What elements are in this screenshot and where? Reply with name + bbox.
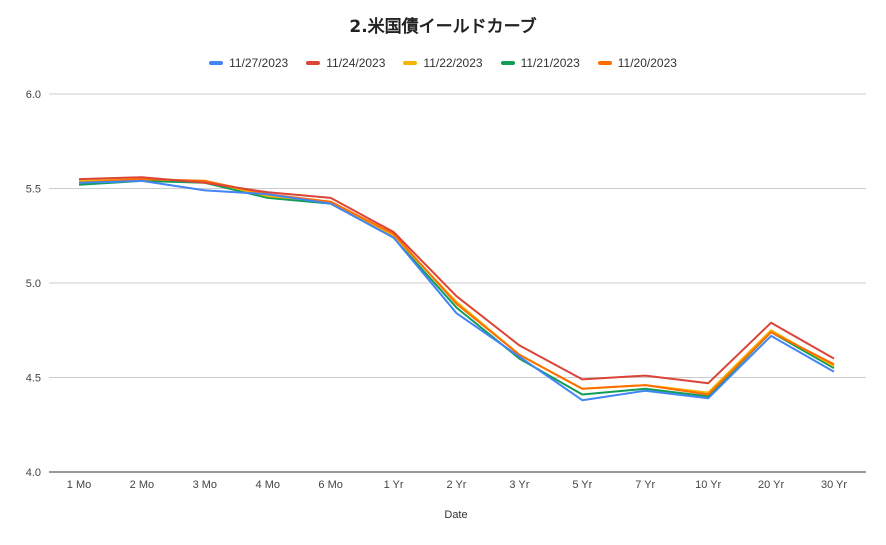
x-tick-label: 30 Yr [821,479,847,491]
legend-label: 11/22/2023 [423,56,483,70]
legend-label: 11/27/2023 [229,56,289,70]
x-tick-label: 3 Mo [193,479,217,491]
legend-item[interactable]: 11/24/2023 [306,56,385,70]
x-tick-label: 4 Mo [256,479,280,491]
x-tick-label: 2 Yr [447,479,467,491]
legend-swatch [597,61,612,65]
y-tick-label: 4.0 [26,467,41,479]
series-line-11-20-2023 [78,178,835,396]
y-tick-label: 4.5 [26,373,41,385]
series-line-11-22-2023 [78,178,835,394]
x-tick-label: 2 Mo [130,479,154,491]
legend-swatch [500,61,515,65]
x-tick-label: 10 Yr [695,479,721,491]
x-tick-label: 5 Yr [572,479,592,491]
x-tick-label: 7 Yr [635,479,655,491]
x-tick-label: 6 Mo [318,479,342,491]
y-tick-label: 6.0 [26,89,41,101]
legend-swatch [306,61,321,65]
legend: 11/27/2023 11/24/2023 11/22/2023 11/21/2023… [0,56,886,70]
legend-label: 11/21/2023 [520,56,580,70]
x-tick-label: 20 Yr [758,479,784,491]
legend-item[interactable]: 11/21/2023 [500,56,580,70]
series-lines [78,176,835,402]
x-axis-title: Date [444,509,467,521]
legend-swatch [403,61,418,65]
legend-swatch [209,61,224,65]
y-tick-label: 5.5 [26,184,41,196]
series-line-11-27-2023 [78,179,835,402]
x-axis-ticks: 1 Mo 2 Mo 3 Mo 4 Mo 6 Mo 1 Yr 2 Yr 3 Yr 5 Yr 7 Yr… [67,479,848,491]
gridlines [49,93,866,473]
legend-item[interactable]: 11/27/2023 [209,56,288,70]
legend-label: 11/24/2023 [326,56,386,70]
y-axis-ticks: 4.0 4.5 5.0 5.5 6.0 [26,89,41,479]
x-tick-label: 3 Yr [509,479,529,491]
x-tick-label: 1 Mo [67,479,91,491]
y-tick-label: 5.0 [26,278,41,290]
chart-title: 2.米国債イールドカーブ [349,17,537,37]
series-line-11-24-2023 [78,176,835,385]
legend-item[interactable]: 11/22/2023 [403,56,483,70]
x-tick-label: 1 Yr [384,479,404,491]
legend-label: 11/20/2023 [617,56,677,70]
legend-item[interactable]: 11/20/2023 [597,56,677,70]
series-line-11-21-2023 [78,179,835,398]
